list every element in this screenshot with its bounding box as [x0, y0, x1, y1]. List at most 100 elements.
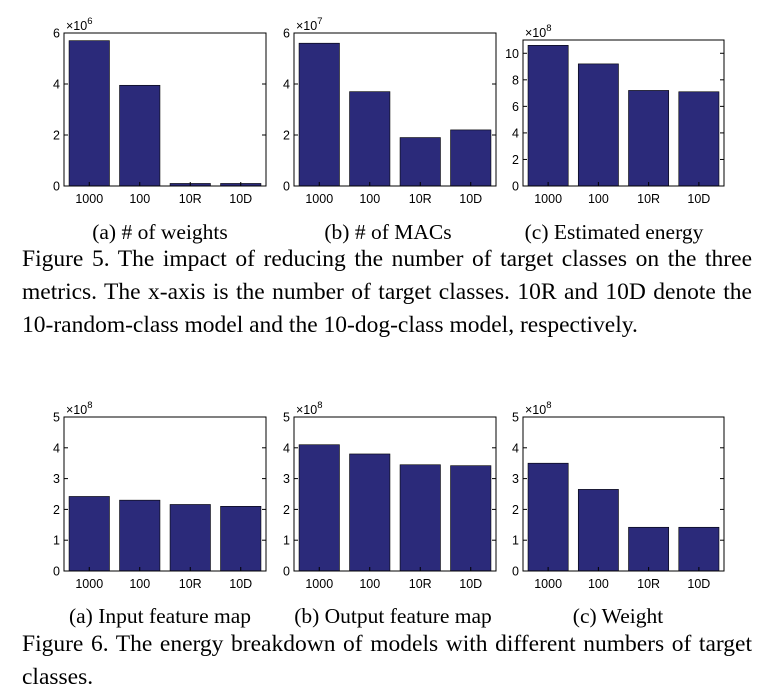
x-tick-label-100: 100 — [359, 577, 380, 591]
y-tick-label: 2 — [512, 153, 519, 167]
bar-100 — [577, 489, 619, 572]
y-tick-label: 4 — [53, 78, 60, 92]
bar-10R — [628, 90, 670, 187]
bar-10R — [169, 504, 211, 572]
axis-multiplier: ×108 — [525, 400, 552, 417]
chart-panel-1: 0 2 4 6 1000 100 10R 10D ×106 (a) # of weights — [53, 16, 267, 244]
chart-panel-2: 0 2 4 6 1000 100 10R 10D ×107 (b) # of MACs — [283, 16, 497, 244]
x-tick-label-10D: 10D — [229, 192, 252, 206]
y-tick-label: 0 — [53, 180, 60, 194]
axis-multiplier: ×108 — [296, 400, 323, 417]
bar-10D — [450, 465, 492, 572]
x-tick-label-100: 100 — [129, 577, 150, 591]
bar-100 — [119, 84, 161, 187]
x-tick-label-10D: 10D — [229, 577, 252, 591]
x-tick-label-10D: 10D — [459, 577, 482, 591]
y-tick-label: 5 — [512, 411, 519, 425]
x-tick-label-10R: 10R — [179, 577, 202, 591]
y-tick-label: 6 — [53, 27, 60, 41]
chart-subcaption: (a) Input feature map — [69, 604, 251, 628]
bar-10R — [399, 464, 441, 572]
y-tick-label: 4 — [512, 441, 519, 455]
y-tick-label: 0 — [53, 565, 60, 579]
x-tick-label-10R: 10R — [179, 192, 202, 206]
bar-10R — [628, 526, 670, 572]
chart-panel-3: 0 2 4 6 8 10 1000 100 10R 10D ×108 (c) Estimated en… — [505, 23, 725, 244]
y-tick-label: 2 — [53, 129, 60, 143]
bar-1000 — [527, 462, 569, 572]
y-tick-label: 1 — [283, 534, 290, 548]
y-tick-label: 2 — [53, 503, 60, 517]
chart-subcaption: (a) # of weights — [92, 220, 228, 244]
y-tick-label: 4 — [283, 78, 290, 92]
figure-6-caption: Figure 6. The energy breakdown of models… — [22, 631, 752, 690]
x-tick-label-100: 100 — [359, 192, 380, 206]
axis-multiplier: ×108 — [66, 400, 93, 417]
plot-frame — [63, 32, 267, 187]
x-tick-label-10D: 10D — [459, 192, 482, 206]
bar-1000 — [68, 496, 110, 572]
y-tick-label: 10 — [505, 47, 519, 61]
chart-panel-4: 0 1 2 3 4 5 1000 100 10R 10D ×108 (a) Input feature… — [53, 400, 267, 628]
x-tick-label-1000: 1000 — [305, 577, 333, 591]
x-tick-label-10R: 10R — [409, 192, 432, 206]
x-tick-label-10R: 10R — [409, 577, 432, 591]
y-tick-label: 1 — [512, 534, 519, 548]
chart-panel-6: 0 1 2 3 4 5 1000 100 10R 10D ×108 (c) Weight — [512, 400, 725, 628]
x-tick-label-1000: 1000 — [75, 577, 103, 591]
chart-subcaption: (c) Estimated energy — [525, 220, 704, 244]
y-tick-label: 6 — [283, 27, 290, 41]
x-tick-label-10R: 10R — [637, 192, 660, 206]
bar-1000 — [527, 45, 569, 187]
y-tick-label: 3 — [512, 472, 519, 486]
y-tick-label: 0 — [512, 180, 519, 194]
x-tick-label-100: 100 — [588, 577, 609, 591]
figure-5-caption: Figure 5. The impact of reducing the num… — [22, 246, 752, 338]
plot-frame — [293, 32, 497, 187]
bar-1000 — [298, 42, 340, 187]
bar-1000 — [298, 444, 340, 572]
x-tick-label-10R: 10R — [637, 577, 660, 591]
y-tick-label: 5 — [53, 411, 60, 425]
chart-subcaption: (c) Weight — [573, 604, 663, 628]
plot-frame — [63, 416, 267, 572]
y-tick-label: 1 — [53, 534, 60, 548]
bar-1000 — [68, 40, 110, 187]
bar-100 — [349, 453, 391, 572]
bar-100 — [577, 63, 619, 187]
bar-100 — [349, 91, 391, 187]
axis-multiplier: ×107 — [296, 16, 323, 33]
bar-100 — [119, 499, 161, 572]
bar-10D — [220, 506, 262, 572]
y-tick-label: 2 — [283, 503, 290, 517]
chart-panel-5: 0 1 2 3 4 5 1000 100 10R 10D ×108 (b) Output featur… — [283, 400, 497, 628]
plot-frame — [522, 39, 725, 187]
x-tick-label-1000: 1000 — [534, 192, 562, 206]
y-tick-label: 2 — [512, 503, 519, 517]
y-tick-label: 4 — [53, 441, 60, 455]
bar-10D — [678, 91, 720, 187]
bar-10D — [450, 129, 492, 187]
plot-frame — [293, 416, 497, 572]
y-tick-label: 3 — [283, 472, 290, 486]
x-tick-label-10D: 10D — [687, 192, 710, 206]
x-tick-label-1000: 1000 — [534, 577, 562, 591]
x-tick-label-100: 100 — [129, 192, 150, 206]
bar-10D — [678, 526, 720, 572]
x-tick-label-1000: 1000 — [75, 192, 103, 206]
axis-multiplier: ×108 — [525, 23, 552, 40]
y-tick-label: 8 — [512, 73, 519, 87]
x-tick-label-100: 100 — [588, 192, 609, 206]
chart-subcaption: (b) Output feature map — [294, 604, 492, 628]
x-tick-label-10D: 10D — [687, 577, 710, 591]
bar-10R — [399, 137, 441, 187]
y-tick-label: 0 — [283, 180, 290, 194]
y-tick-label: 0 — [512, 565, 519, 579]
x-tick-label-1000: 1000 — [305, 192, 333, 206]
y-tick-label: 2 — [283, 129, 290, 143]
chart-subcaption: (b) # of MACs — [324, 220, 451, 244]
y-tick-label: 4 — [512, 126, 519, 140]
y-tick-label: 6 — [512, 100, 519, 114]
y-tick-label: 4 — [283, 441, 290, 455]
